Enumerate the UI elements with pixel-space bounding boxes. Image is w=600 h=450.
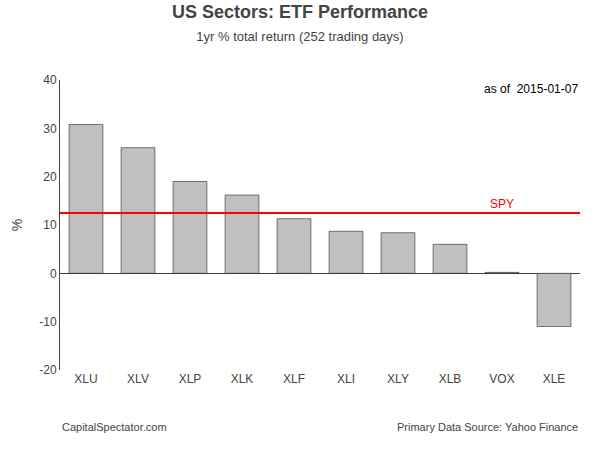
svg-text:30: 30 bbox=[43, 122, 57, 136]
svg-text:40: 40 bbox=[43, 73, 57, 87]
svg-text:10: 10 bbox=[43, 218, 57, 232]
svg-text:XLY: XLY bbox=[387, 372, 409, 386]
svg-text:Primary Data Source: Yahoo Fin: Primary Data Source: Yahoo Finance bbox=[397, 421, 578, 433]
svg-text:XLV: XLV bbox=[127, 372, 149, 386]
svg-text:XLI: XLI bbox=[337, 372, 355, 386]
svg-text:XLE: XLE bbox=[543, 372, 566, 386]
svg-text:XLF: XLF bbox=[283, 372, 305, 386]
svg-text:-20: -20 bbox=[39, 363, 57, 377]
svg-text:20: 20 bbox=[43, 170, 57, 184]
svg-text:%: % bbox=[9, 219, 25, 231]
svg-text:XLU: XLU bbox=[74, 372, 97, 386]
svg-text:US Sectors: ETF Performance1yr: US Sectors: ETF Performance1yr % total r… bbox=[172, 2, 428, 44]
svg-text:CapitalSpectator.com: CapitalSpectator.com bbox=[62, 421, 167, 433]
svg-text:SPY: SPY bbox=[490, 197, 514, 211]
svg-text:XLP: XLP bbox=[179, 372, 202, 386]
svg-text:as of 2015-01-07: as of 2015-01-07 bbox=[484, 82, 578, 96]
svg-text:XLK: XLK bbox=[231, 372, 254, 386]
svg-text:VOX: VOX bbox=[489, 372, 514, 386]
svg-text:-10: -10 bbox=[39, 315, 57, 329]
svg-text:XLB: XLB bbox=[439, 372, 462, 386]
svg-text:0: 0 bbox=[50, 267, 57, 281]
